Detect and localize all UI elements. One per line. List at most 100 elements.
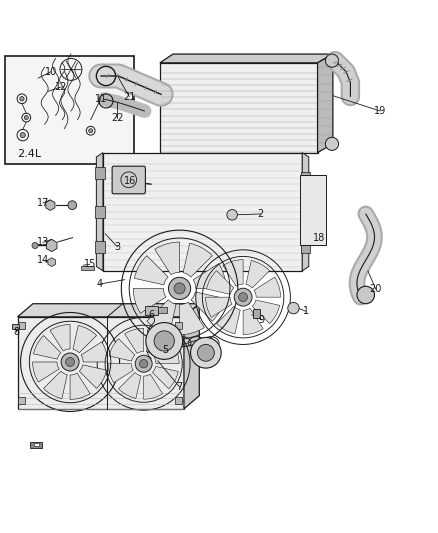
Bar	[175, 397, 182, 403]
Text: 18: 18	[313, 233, 325, 243]
Circle shape	[61, 353, 79, 371]
Wedge shape	[73, 326, 97, 353]
Circle shape	[66, 358, 74, 367]
Bar	[301, 172, 310, 183]
Text: 1: 1	[303, 306, 309, 316]
Circle shape	[135, 356, 152, 372]
Text: 7: 7	[177, 382, 183, 392]
Wedge shape	[34, 335, 61, 359]
Wedge shape	[152, 366, 178, 389]
Wedge shape	[146, 329, 169, 355]
Wedge shape	[154, 345, 179, 364]
Text: 19: 19	[374, 106, 386, 116]
Text: 21: 21	[123, 92, 135, 102]
Bar	[158, 307, 167, 313]
Text: 16: 16	[124, 176, 137, 186]
Bar	[253, 310, 260, 318]
Circle shape	[169, 277, 191, 300]
FancyBboxPatch shape	[112, 166, 145, 194]
Bar	[301, 207, 310, 219]
Wedge shape	[223, 260, 243, 286]
Wedge shape	[81, 342, 108, 362]
Text: 11: 11	[95, 94, 107, 104]
Circle shape	[174, 283, 185, 294]
Bar	[18, 322, 25, 329]
Wedge shape	[108, 364, 133, 383]
Wedge shape	[254, 277, 281, 297]
Circle shape	[154, 331, 174, 351]
Circle shape	[32, 243, 38, 248]
Polygon shape	[48, 258, 56, 266]
Wedge shape	[119, 373, 141, 398]
Circle shape	[24, 116, 28, 119]
Bar	[18, 397, 25, 403]
Wedge shape	[43, 371, 67, 399]
Text: 3: 3	[114, 242, 120, 252]
Text: 10: 10	[45, 67, 57, 77]
Wedge shape	[207, 271, 234, 294]
Circle shape	[20, 133, 25, 138]
Circle shape	[239, 293, 247, 302]
Text: 8: 8	[14, 327, 20, 337]
Circle shape	[146, 322, 183, 359]
Wedge shape	[193, 264, 226, 288]
Circle shape	[191, 337, 221, 368]
Circle shape	[288, 302, 299, 314]
Text: 2: 2	[258, 209, 264, 219]
Wedge shape	[155, 242, 180, 275]
Polygon shape	[318, 54, 333, 152]
Wedge shape	[144, 374, 162, 399]
Text: 5: 5	[162, 345, 169, 355]
Bar	[5, 56, 134, 164]
Text: 12: 12	[55, 82, 67, 92]
Text: 20: 20	[370, 284, 382, 294]
Polygon shape	[46, 239, 57, 252]
Text: 2.4L: 2.4L	[17, 149, 42, 159]
Circle shape	[227, 209, 237, 220]
Wedge shape	[125, 328, 144, 353]
Bar	[95, 206, 105, 219]
Polygon shape	[160, 63, 318, 152]
Wedge shape	[252, 300, 279, 324]
Wedge shape	[191, 292, 225, 321]
Polygon shape	[18, 317, 184, 409]
Circle shape	[325, 54, 339, 67]
Bar	[34, 442, 39, 446]
Wedge shape	[79, 365, 106, 389]
Polygon shape	[46, 200, 55, 211]
Circle shape	[20, 96, 24, 101]
Wedge shape	[216, 306, 240, 334]
Wedge shape	[147, 300, 176, 334]
Wedge shape	[32, 362, 59, 382]
Wedge shape	[243, 308, 263, 335]
Text: 13: 13	[37, 237, 49, 247]
Text: 17: 17	[37, 198, 49, 208]
Bar	[300, 174, 326, 245]
Bar	[95, 167, 105, 179]
Wedge shape	[109, 338, 135, 361]
Wedge shape	[133, 288, 166, 313]
Circle shape	[198, 344, 214, 361]
Polygon shape	[160, 54, 333, 63]
Wedge shape	[180, 302, 205, 335]
Bar	[103, 152, 302, 271]
Wedge shape	[246, 261, 270, 288]
Polygon shape	[18, 304, 199, 317]
Circle shape	[234, 288, 252, 306]
Polygon shape	[96, 152, 103, 271]
Circle shape	[88, 129, 93, 133]
Wedge shape	[50, 325, 70, 351]
Text: 9: 9	[259, 315, 265, 325]
Bar	[30, 442, 42, 448]
Wedge shape	[134, 256, 168, 285]
Circle shape	[357, 286, 374, 304]
Text: 14: 14	[37, 255, 49, 265]
Bar	[145, 306, 158, 314]
Circle shape	[139, 359, 148, 368]
Circle shape	[325, 138, 339, 150]
Text: 15: 15	[84, 260, 96, 269]
Bar	[301, 243, 310, 253]
Bar	[175, 322, 182, 329]
Wedge shape	[70, 373, 90, 399]
Bar	[81, 265, 94, 270]
